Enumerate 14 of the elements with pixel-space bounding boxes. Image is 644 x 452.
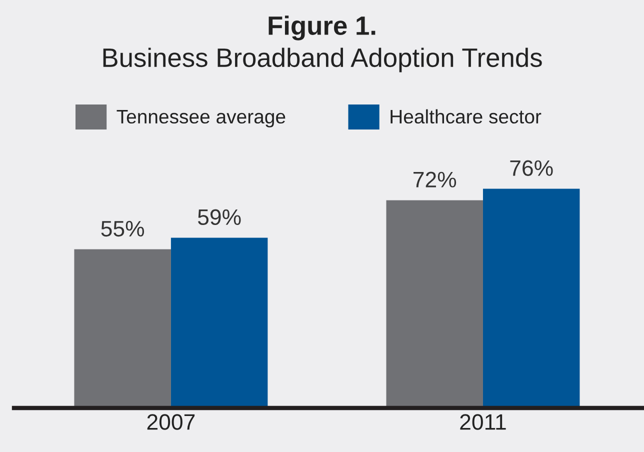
bar [74, 249, 171, 408]
data-label: 59% [198, 209, 241, 226]
bar [482, 188, 580, 408]
data-label: 72% [414, 172, 456, 188]
data-label: 76% [510, 160, 553, 176]
x-tick-label: 2007 [147, 414, 195, 430]
chart-title: Figure 1. [268, 16, 376, 40]
legend-label: Healthcare sector [390, 109, 542, 124]
x-tick-label: 2011 [460, 414, 506, 430]
chart-subtitle: Business Broadband Adoption Trends [103, 48, 542, 72]
legend-label: Tennessee average [116, 110, 286, 128]
data-label: 55% [101, 220, 144, 237]
bar [386, 200, 483, 408]
bar [170, 238, 268, 408]
